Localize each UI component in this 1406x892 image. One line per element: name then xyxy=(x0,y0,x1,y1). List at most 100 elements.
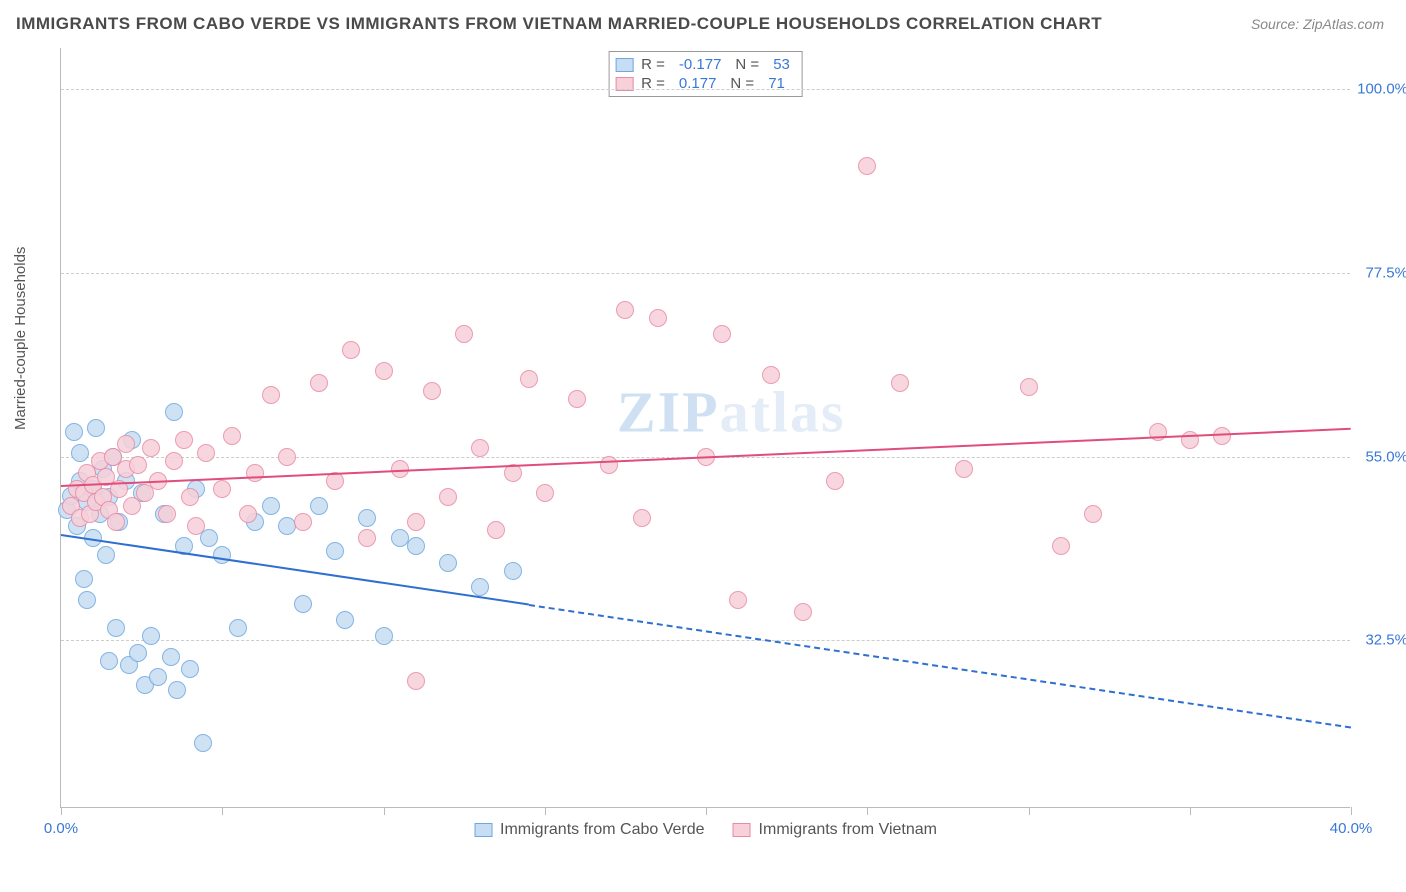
data-point xyxy=(194,734,212,752)
data-point xyxy=(713,325,731,343)
stats-n-label: N = xyxy=(735,56,759,73)
y-tick-label: 32.5% xyxy=(1356,632,1406,649)
x-tick xyxy=(545,807,546,815)
data-point xyxy=(326,542,344,560)
data-point xyxy=(75,570,93,588)
data-point xyxy=(294,513,312,531)
swatch-icon xyxy=(615,58,633,72)
data-point xyxy=(649,309,667,327)
data-point xyxy=(342,341,360,359)
data-point xyxy=(294,595,312,613)
data-point xyxy=(487,521,505,539)
stats-r-label: R = xyxy=(641,56,665,73)
data-point xyxy=(142,439,160,457)
data-point xyxy=(142,627,160,645)
data-point xyxy=(107,513,125,531)
regression-line xyxy=(528,604,1351,729)
data-point xyxy=(181,488,199,506)
data-point xyxy=(633,509,651,527)
watermark-text-b: atlas xyxy=(720,380,846,445)
data-point xyxy=(1084,505,1102,523)
data-point xyxy=(197,444,215,462)
data-point xyxy=(262,497,280,515)
regression-line xyxy=(61,428,1351,487)
stats-row-1: R = 0.177 N = 71 xyxy=(615,74,796,93)
data-point xyxy=(729,591,747,609)
data-point xyxy=(310,497,328,515)
data-point xyxy=(278,448,296,466)
x-tick xyxy=(706,807,707,815)
y-axis-label: Married-couple Households xyxy=(12,247,29,430)
watermark-text-a: ZIP xyxy=(617,380,720,445)
swatch-icon xyxy=(733,823,751,837)
source-attribution: Source: ZipAtlas.com xyxy=(1251,16,1384,32)
data-point xyxy=(423,382,441,400)
gridline xyxy=(61,89,1350,90)
data-point xyxy=(165,452,183,470)
data-point xyxy=(471,578,489,596)
stats-r-value-0: -0.177 xyxy=(673,56,728,73)
data-point xyxy=(262,386,280,404)
data-point xyxy=(407,672,425,690)
data-point xyxy=(504,562,522,580)
data-point xyxy=(826,472,844,490)
data-point xyxy=(87,419,105,437)
x-tick-label: 0.0% xyxy=(44,820,78,837)
data-point xyxy=(129,456,147,474)
data-point xyxy=(407,513,425,531)
data-point xyxy=(117,435,135,453)
legend-label-0: Immigrants from Cabo Verde xyxy=(500,821,705,839)
data-point xyxy=(616,301,634,319)
data-point xyxy=(439,554,457,572)
data-point xyxy=(955,460,973,478)
data-point xyxy=(1213,427,1231,445)
x-tick xyxy=(1190,807,1191,815)
data-point xyxy=(129,644,147,662)
x-tick xyxy=(61,807,62,815)
x-tick xyxy=(1029,807,1030,815)
data-point xyxy=(165,403,183,421)
data-point xyxy=(175,431,193,449)
data-point xyxy=(223,427,241,445)
gridline xyxy=(61,640,1350,641)
data-point xyxy=(600,456,618,474)
series-legend: Immigrants from Cabo Verde Immigrants fr… xyxy=(474,821,937,839)
watermark-icon: ZIPatlas xyxy=(617,379,846,446)
x-tick-label: 40.0% xyxy=(1330,820,1373,837)
x-tick xyxy=(222,807,223,815)
y-tick-label: 77.5% xyxy=(1356,264,1406,281)
data-point xyxy=(762,366,780,384)
x-tick xyxy=(867,807,868,815)
legend-item-0: Immigrants from Cabo Verde xyxy=(474,821,705,839)
legend-label-1: Immigrants from Vietnam xyxy=(759,821,937,839)
gridline xyxy=(61,273,1350,274)
data-point xyxy=(375,362,393,380)
data-point xyxy=(158,505,176,523)
scatter-plot-area: ZIPatlas R = -0.177 N = 53 R = 0.177 N =… xyxy=(60,48,1350,808)
data-point xyxy=(455,325,473,343)
data-point xyxy=(536,484,554,502)
data-point xyxy=(107,619,125,637)
data-point xyxy=(520,370,538,388)
x-tick xyxy=(1351,807,1352,815)
data-point xyxy=(375,627,393,645)
data-point xyxy=(168,681,186,699)
data-point xyxy=(229,619,247,637)
data-point xyxy=(1020,378,1038,396)
data-point xyxy=(100,652,118,670)
data-point xyxy=(858,157,876,175)
data-point xyxy=(97,546,115,564)
data-point xyxy=(336,611,354,629)
data-point xyxy=(239,505,257,523)
regression-line xyxy=(61,534,529,605)
y-tick-label: 100.0% xyxy=(1356,80,1406,97)
data-point xyxy=(407,537,425,555)
data-point xyxy=(149,668,167,686)
data-point xyxy=(310,374,328,392)
stats-n-value-0: 53 xyxy=(767,56,796,73)
data-point xyxy=(181,660,199,678)
data-point xyxy=(568,390,586,408)
data-point xyxy=(1052,537,1070,555)
data-point xyxy=(891,374,909,392)
data-point xyxy=(358,529,376,547)
